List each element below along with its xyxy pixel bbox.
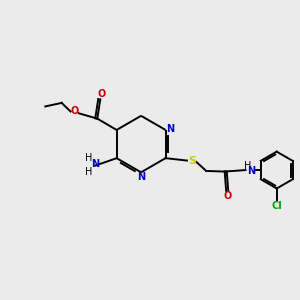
Text: H: H <box>244 161 252 171</box>
Text: N: N <box>247 166 255 176</box>
Text: N: N <box>166 124 174 134</box>
Text: H: H <box>85 153 92 163</box>
Text: O: O <box>224 191 232 201</box>
Text: H: H <box>85 167 92 176</box>
Text: O: O <box>98 89 106 99</box>
Text: S: S <box>188 156 196 166</box>
Text: N: N <box>137 172 145 182</box>
Text: N: N <box>91 159 99 169</box>
Text: Cl: Cl <box>271 201 282 211</box>
Text: O: O <box>70 106 79 116</box>
